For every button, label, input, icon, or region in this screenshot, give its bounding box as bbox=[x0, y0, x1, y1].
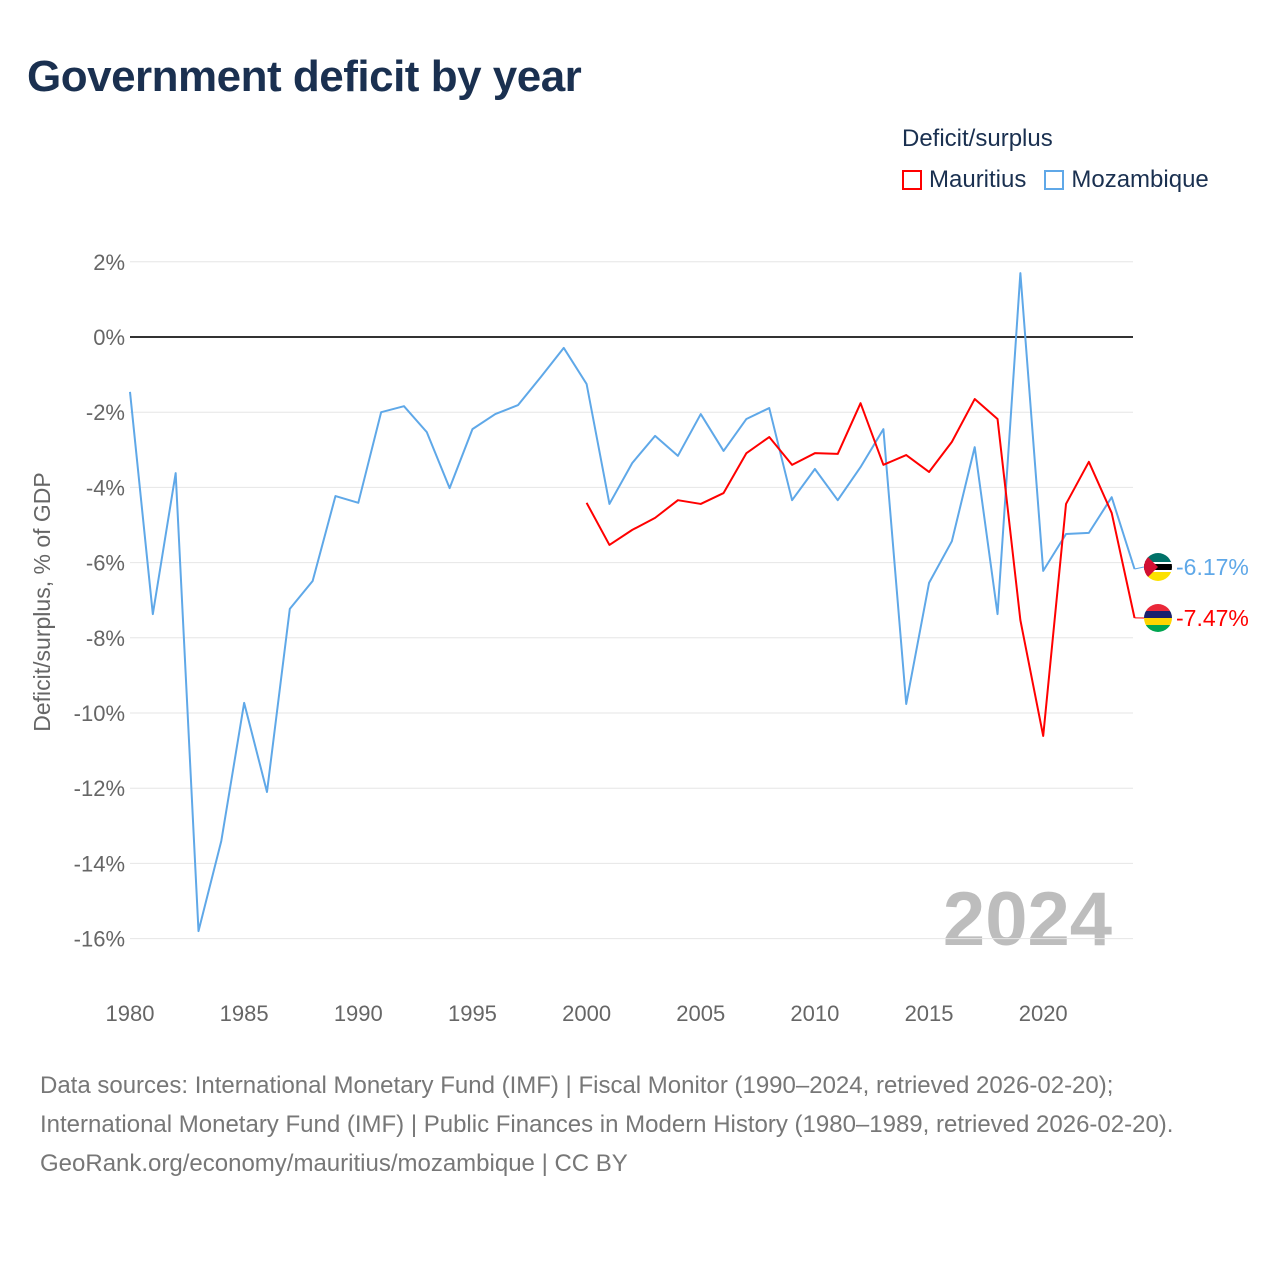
credit-link[interactable]: GeoRank.org/economy/mauritius/mozambique… bbox=[40, 1150, 628, 1177]
y-tick-label: -10% bbox=[74, 701, 125, 726]
y-axis-label: Deficit/surplus, % of GDP bbox=[29, 472, 55, 731]
end-value-label: -7.47% bbox=[1176, 605, 1249, 631]
x-tick-label: 2015 bbox=[905, 1001, 954, 1026]
series-line-mozambique bbox=[129, 272, 1136, 933]
x-tick-label: 1995 bbox=[448, 1001, 497, 1026]
y-tick-label: 0% bbox=[93, 325, 125, 350]
legend-title: Deficit/surplus bbox=[902, 125, 1053, 152]
x-tick-label: 2020 bbox=[1019, 1001, 1068, 1026]
y-tick-label: -6% bbox=[86, 551, 125, 576]
flag-icon-mozambique bbox=[1144, 553, 1172, 581]
x-tick-label: 2010 bbox=[790, 1001, 839, 1026]
x-tick-label: 1990 bbox=[334, 1001, 383, 1026]
x-tick-label: 1980 bbox=[106, 1001, 155, 1026]
y-tick-label: -14% bbox=[74, 851, 125, 876]
legend-label: Mozambique bbox=[1071, 166, 1209, 193]
legend-swatch bbox=[902, 170, 922, 190]
y-tick-label: -12% bbox=[74, 776, 125, 801]
end-connector bbox=[1134, 566, 1145, 570]
line-chart: 2024 Deficit/surplus, % of GDP 2% 0% -2% -4… bbox=[29, 250, 1249, 1026]
flag-icon-mauritius bbox=[1144, 604, 1172, 632]
legend-label: Mauritius bbox=[929, 166, 1027, 193]
footer: Data sources: International Monetary Fun… bbox=[40, 1066, 1240, 1183]
x-tick-label: 1985 bbox=[220, 1001, 269, 1026]
x-tick-label: 2005 bbox=[676, 1001, 725, 1026]
y-tick-label: -4% bbox=[86, 475, 125, 500]
legend: Mauritius Mozambique bbox=[902, 166, 1209, 194]
y-tick-label: 2% bbox=[93, 250, 125, 275]
legend-swatch bbox=[1044, 170, 1065, 190]
end-value-label: -6.17% bbox=[1176, 554, 1249, 580]
series-line-mauritius bbox=[585, 398, 1136, 737]
legend-item-mauritius[interactable]: Mauritius bbox=[902, 166, 1026, 194]
y-tick-label: -2% bbox=[86, 400, 125, 425]
y-tick-label: -8% bbox=[86, 626, 125, 651]
x-tick-label: 2000 bbox=[562, 1001, 611, 1026]
legend-item-mozambique[interactable]: Mozambique bbox=[1044, 166, 1209, 194]
y-tick-label: -16% bbox=[74, 927, 125, 952]
data-sources: Data sources: International Monetary Fun… bbox=[40, 1072, 1174, 1138]
chart-title: Government deficit by year bbox=[27, 52, 582, 101]
year-watermark: 2024 bbox=[943, 877, 1112, 962]
